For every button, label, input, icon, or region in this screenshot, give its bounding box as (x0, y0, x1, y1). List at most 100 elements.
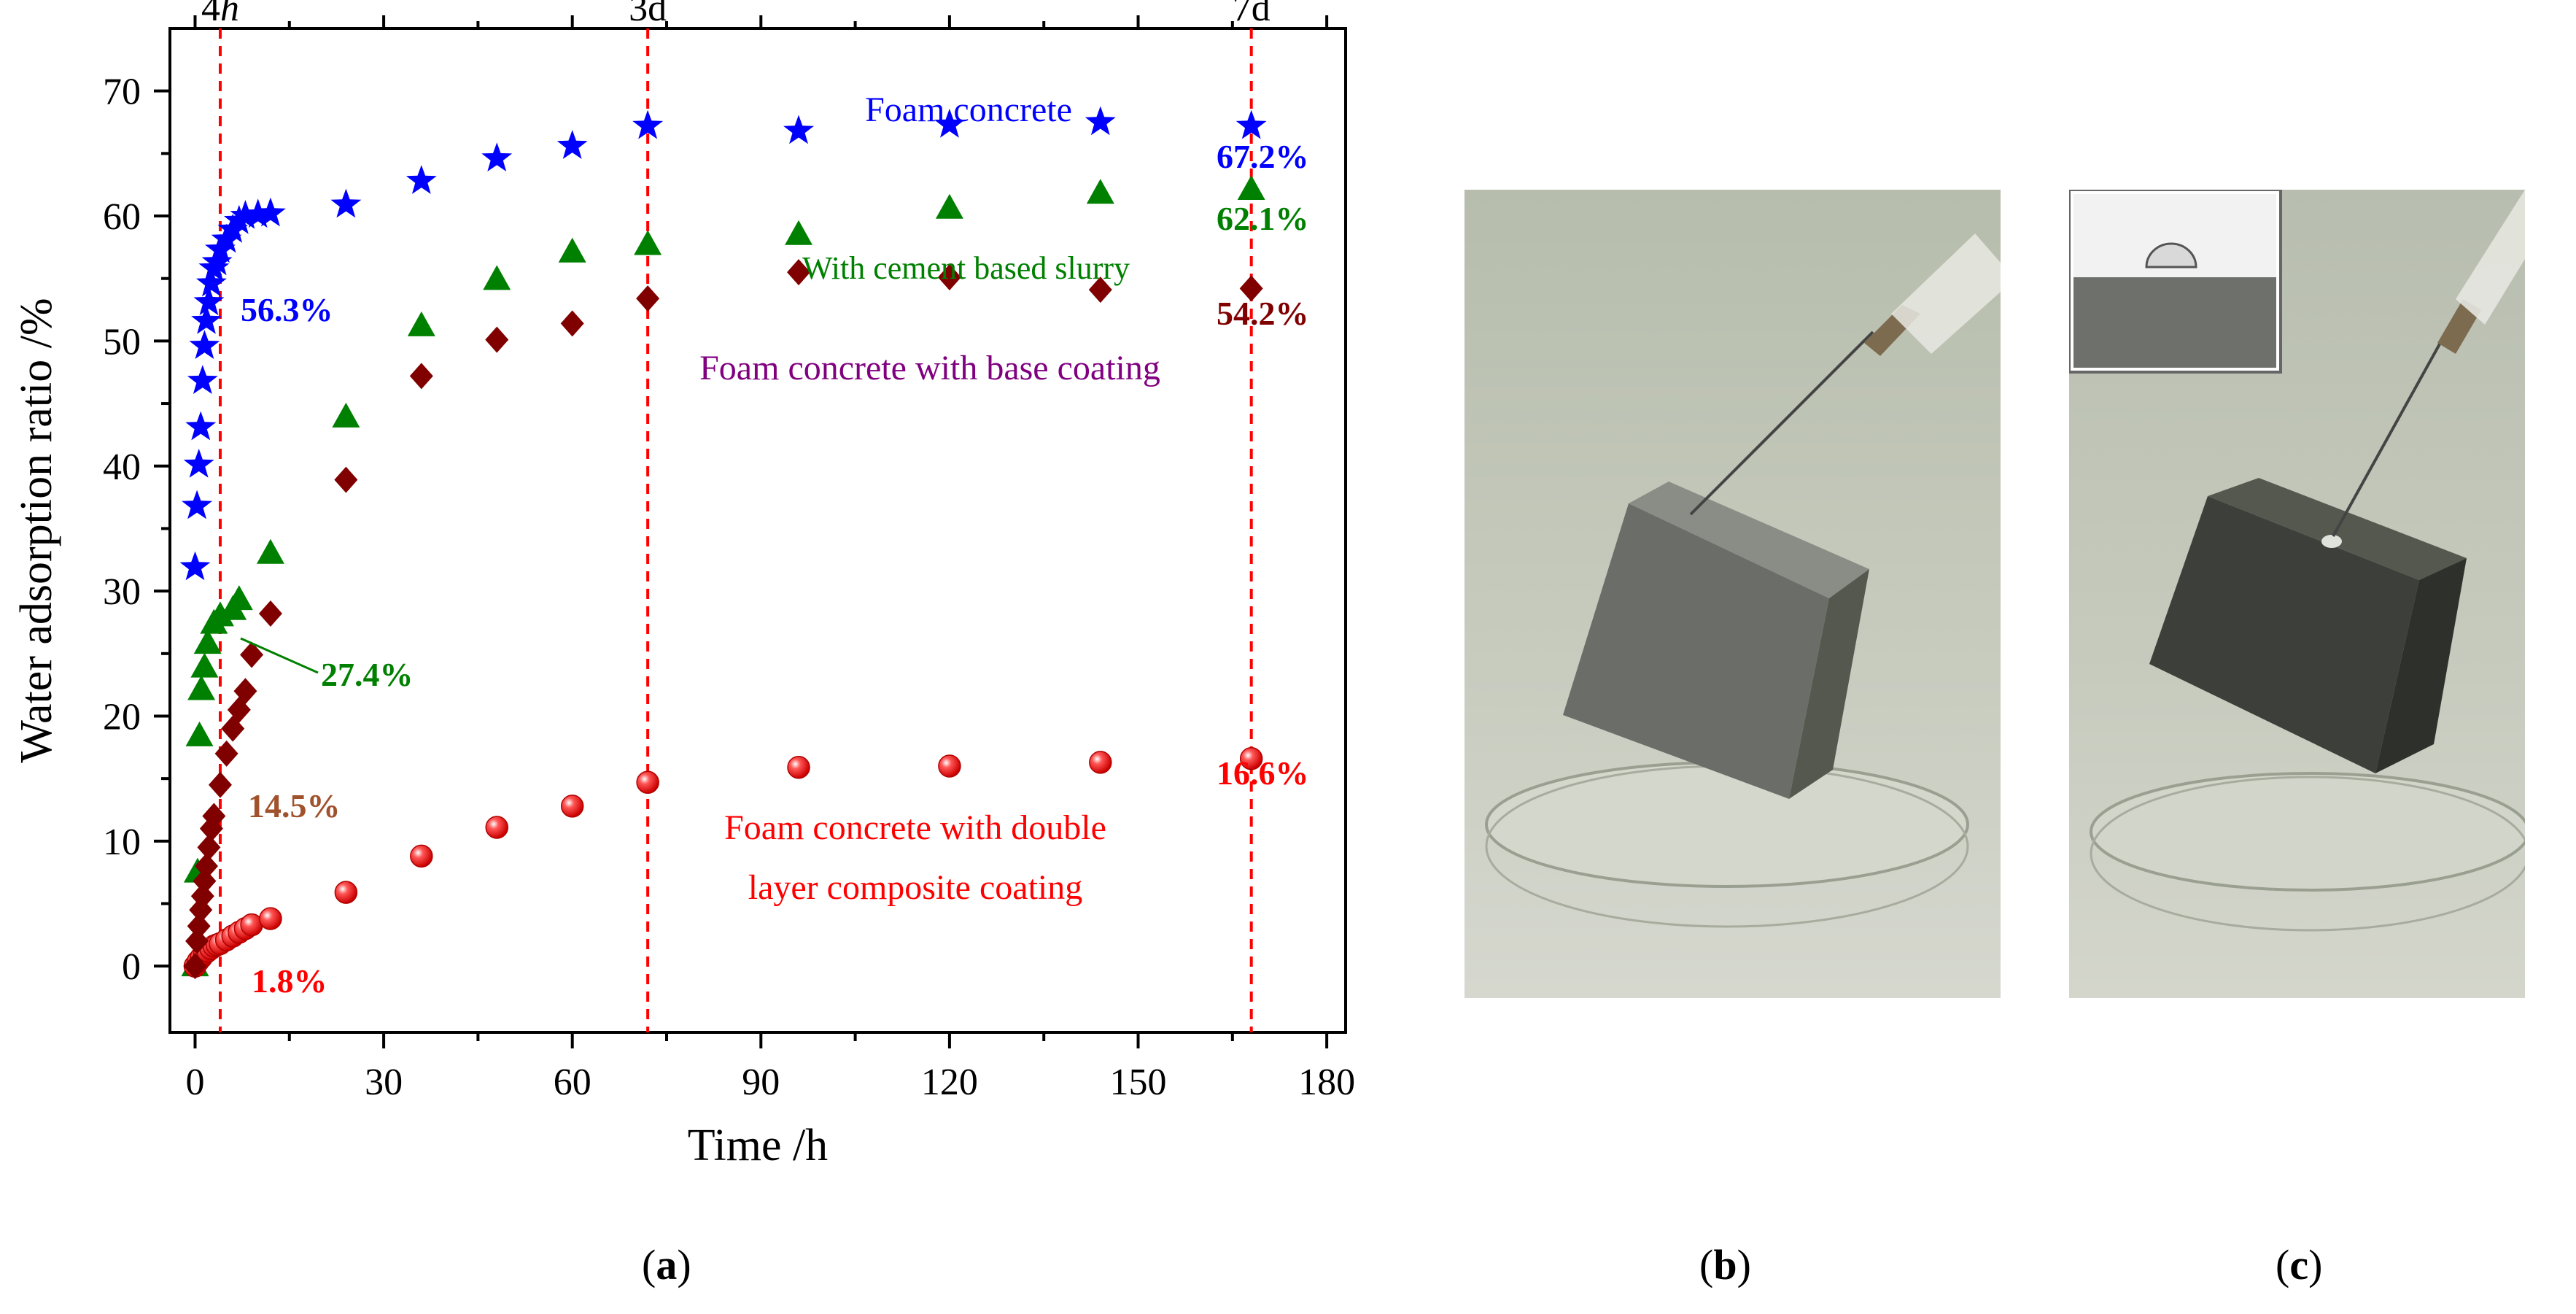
caption-a: (a) (642, 1240, 691, 1289)
x-axis-title: Time /h (688, 1121, 828, 1170)
data-point-star (934, 108, 965, 138)
data-point-diamond (187, 913, 211, 940)
data-point-sphere (334, 881, 358, 904)
data-point-diamond (240, 641, 264, 668)
data-point-star (255, 197, 286, 227)
caption-b: (b) (1699, 1240, 1751, 1289)
data-point-triangle (634, 230, 662, 255)
data-point-diamond (1239, 275, 1263, 302)
data-point-diamond (202, 803, 226, 830)
value-annotation: 14.5% (248, 787, 341, 824)
data-point-diamond (636, 285, 660, 312)
caption-a-letter: a (656, 1241, 678, 1288)
data-point-diamond (183, 953, 207, 980)
series-label-base-coating: Foam concrete with base coating (699, 349, 1160, 387)
data-point-sphere (636, 770, 659, 795)
data-point-star (230, 200, 261, 229)
water-adsorption-chart: 0 30 60 90 120 150 180 0 10 20 30 40 50 60 70 Time /h Wa… (12, 0, 1355, 1170)
reference-label-main: 7d (1233, 0, 1270, 29)
data-point-star (189, 330, 220, 359)
plot-frame (168, 27, 1347, 1034)
series-label-cement-slurry: With cement based slurry (802, 250, 1130, 286)
data-point-diamond (214, 740, 238, 767)
data-point-diamond (1088, 277, 1112, 304)
data-point-star (556, 130, 588, 159)
caption-c-letter: c (2289, 1241, 2309, 1288)
y-tick-label: 30 (103, 571, 141, 613)
data-point-star (1235, 109, 1267, 139)
data-point-diamond (258, 600, 282, 627)
reference-line-label: 4h (201, 0, 239, 29)
y-tick-label: 20 (103, 696, 141, 738)
data-point-triangle (185, 721, 214, 746)
reference-line-label: 7d (1233, 0, 1270, 29)
data-point-star (330, 188, 362, 218)
data-point-sphere (1089, 751, 1112, 774)
data-point-triangle (1237, 175, 1265, 201)
data-point-star (632, 109, 664, 139)
x-tick-label: 180 (1298, 1062, 1355, 1103)
data-point-star (187, 365, 218, 394)
caption-c-close: ) (2308, 1241, 2323, 1288)
data-point-triangle (225, 585, 253, 611)
caption-b-close: ) (1737, 1241, 1751, 1288)
reference-line-label: 3d (629, 0, 667, 29)
x-tick-label: 30 (365, 1062, 403, 1103)
data-point-triangle (407, 311, 435, 336)
data-point-sphere (410, 844, 433, 868)
caption-b-letter: b (1713, 1241, 1737, 1288)
data-point-diamond (560, 310, 584, 337)
data-point-diamond (937, 264, 961, 291)
value-annotation: 62.1% (1217, 200, 1309, 237)
data-point-star (406, 165, 437, 194)
series-label-foam-concrete: Foam concrete (865, 90, 1072, 129)
value-annotation: 27.4% (321, 656, 414, 693)
data-point-star (179, 551, 211, 581)
x-tick-label: 150 (1110, 1062, 1167, 1103)
reference-label-main: 4 (201, 0, 220, 29)
data-point-triangle (332, 402, 360, 428)
data-point-sphere (485, 816, 509, 839)
data-point-triangle (935, 193, 963, 219)
data-point-star (185, 411, 217, 441)
annotation-leader-line (240, 637, 319, 674)
data-point-triangle (483, 265, 511, 290)
data-point-triangle (1086, 179, 1114, 204)
caption-c-open: ( (2276, 1241, 2290, 1288)
value-annotation: 16.6% (1217, 754, 1309, 792)
data-point-star (481, 142, 513, 171)
data-point-diamond (409, 363, 433, 390)
data-point-diamond (197, 834, 221, 861)
data-point-diamond (787, 259, 811, 286)
reference-label-main: 3d (629, 0, 667, 29)
data-point-sphere (938, 754, 961, 778)
data-point-star (196, 267, 227, 297)
y-tick-label: 70 (103, 72, 141, 113)
data-point-triangle (190, 652, 219, 678)
caption-a-close: ) (677, 1241, 691, 1288)
photo-b-uncoated-block-water-drop (1464, 190, 2001, 998)
data-point-star (242, 198, 273, 228)
data-point-star (201, 246, 233, 276)
data-point-triangle (256, 538, 284, 564)
data-point-star (183, 449, 214, 478)
y-tick-label: 60 (103, 196, 141, 238)
data-point-diamond (485, 326, 509, 353)
data-point-triangle (785, 220, 813, 245)
y-axis-title: Water adsorption ratio /% (12, 298, 61, 762)
data-point-triangle (193, 629, 222, 654)
x-tick-label: 0 (185, 1062, 204, 1103)
caption-a-open: ( (642, 1241, 656, 1288)
x-tick-label: 120 (921, 1062, 978, 1103)
data-point-star (783, 115, 814, 144)
y-tick-label: 10 (103, 822, 141, 863)
value-annotation: 54.2% (1217, 295, 1309, 332)
caption-c: (c) (2276, 1240, 2322, 1289)
data-point-diamond (194, 853, 218, 880)
data-point-sphere (787, 755, 810, 779)
value-annotation: 1.8% (252, 962, 327, 1000)
data-point-star (182, 490, 212, 519)
data-point-triangle (187, 675, 216, 700)
photo-c-coated-block-water-drop (2069, 190, 2525, 998)
series-label-double-layer-line1: Foam concrete with double (724, 808, 1106, 847)
